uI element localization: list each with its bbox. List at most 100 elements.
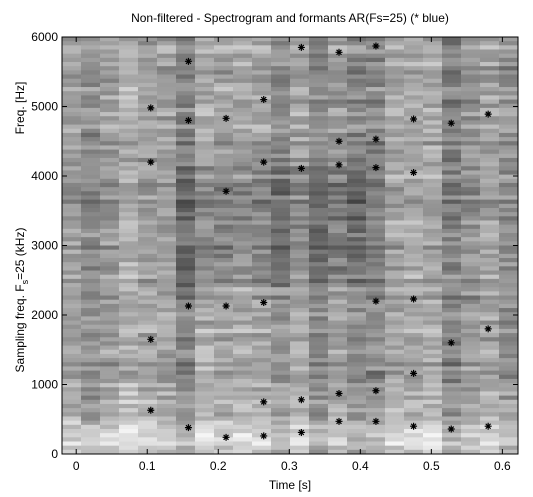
spectrogram-cell bbox=[328, 132, 348, 138]
spectrogram-cell bbox=[385, 383, 405, 388]
spectrogram-cell bbox=[423, 57, 443, 63]
spectrogram-cell bbox=[385, 66, 405, 71]
spectrogram-cell bbox=[252, 70, 272, 76]
spectrogram-cell bbox=[442, 228, 462, 234]
spectrogram-cell bbox=[176, 141, 196, 146]
spectrogram-cell bbox=[442, 187, 462, 192]
spectrogram-cell bbox=[176, 132, 196, 138]
spectrogram-cell bbox=[214, 420, 234, 426]
spectrogram-cell bbox=[176, 66, 196, 71]
spectrogram-cell bbox=[233, 353, 253, 359]
spectrogram-cell bbox=[62, 207, 82, 213]
spectrogram-cell bbox=[214, 378, 234, 384]
spectrogram-cell bbox=[214, 57, 234, 63]
spectrogram-cell bbox=[290, 220, 310, 226]
spectrogram-cell bbox=[176, 441, 196, 447]
spectrogram-cell bbox=[423, 445, 443, 451]
spectrogram-cell bbox=[347, 182, 367, 188]
spectrogram-cell bbox=[309, 433, 329, 438]
spectrogram-cell bbox=[461, 374, 481, 380]
spectrogram-cell bbox=[176, 387, 196, 392]
spectrogram-cell bbox=[290, 207, 310, 213]
spectrogram-cell bbox=[385, 249, 405, 255]
spectrogram-cell bbox=[499, 91, 519, 96]
spectrogram-cell bbox=[461, 87, 481, 92]
spectrogram-cell bbox=[62, 316, 82, 322]
spectrogram-cell bbox=[62, 387, 82, 392]
spectrogram-cell bbox=[100, 445, 120, 451]
spectrogram-cell bbox=[100, 137, 120, 142]
spectrogram-cell bbox=[119, 232, 139, 238]
spectrogram-cell bbox=[385, 253, 405, 259]
spectrogram-cell bbox=[100, 387, 120, 392]
spectrogram-cell bbox=[290, 383, 310, 388]
spectrogram-cell bbox=[176, 408, 196, 413]
spectrogram-cell bbox=[81, 116, 101, 121]
spectrogram-cell bbox=[385, 187, 405, 192]
spectrogram-cell bbox=[423, 403, 443, 409]
spectrogram-cell bbox=[328, 178, 348, 184]
spectrogram-cell bbox=[195, 228, 215, 234]
spectrogram-cell bbox=[366, 170, 386, 176]
spectrogram-cell bbox=[290, 191, 310, 196]
spectrogram-cell bbox=[366, 191, 386, 196]
spectrogram-cell bbox=[119, 374, 139, 380]
spectrogram-cell bbox=[347, 207, 367, 213]
spectrogram-cell bbox=[176, 270, 196, 276]
spectrogram-cell bbox=[214, 132, 234, 138]
spectrogram-cell bbox=[309, 212, 329, 217]
spectrogram-cell bbox=[385, 91, 405, 96]
spectrogram-cell bbox=[195, 141, 215, 146]
spectrogram-cell bbox=[328, 199, 348, 205]
spectrogram-cell bbox=[290, 53, 310, 59]
spectrogram-cell bbox=[480, 228, 500, 234]
spectrogram-cell bbox=[157, 333, 177, 338]
spectrogram-cell bbox=[290, 387, 310, 392]
spectrogram-cell bbox=[366, 424, 386, 430]
spectrogram-cell bbox=[157, 41, 177, 46]
spectrogram-cell bbox=[81, 212, 101, 217]
spectrogram-cell bbox=[62, 132, 82, 138]
spectrogram-cell bbox=[100, 207, 120, 213]
spectrogram-cell bbox=[404, 132, 424, 138]
spectrogram-cell bbox=[366, 349, 386, 355]
spectrogram-cell bbox=[62, 166, 82, 171]
spectrogram-cell bbox=[100, 341, 120, 347]
formant-marker bbox=[484, 325, 492, 333]
spectrogram-cell bbox=[81, 49, 101, 55]
spectrogram-cell bbox=[138, 162, 158, 167]
spectrogram-cell bbox=[290, 370, 310, 376]
spectrogram-cell bbox=[461, 191, 481, 196]
spectrogram-cell bbox=[404, 416, 424, 422]
spectrogram-cell bbox=[100, 195, 120, 201]
spectrogram-cell bbox=[347, 116, 367, 121]
spectrogram-cell bbox=[233, 245, 253, 251]
spectrogram-cell bbox=[442, 278, 462, 284]
spectrogram-cell bbox=[138, 107, 158, 113]
spectrogram-cell bbox=[423, 162, 443, 167]
spectrogram-cell bbox=[385, 333, 405, 338]
spectrogram-cell bbox=[62, 237, 82, 242]
spectrogram-cell bbox=[176, 220, 196, 226]
spectrogram-cell bbox=[309, 195, 329, 201]
spectrogram-cell bbox=[347, 287, 367, 292]
spectrogram-cell bbox=[461, 228, 481, 234]
spectrogram-cell bbox=[271, 237, 291, 242]
spectrogram-cell bbox=[328, 258, 348, 263]
spectrogram-cell bbox=[480, 74, 500, 80]
spectrogram-cell bbox=[157, 37, 177, 42]
spectrogram-cell bbox=[366, 103, 386, 109]
spectrogram-cell bbox=[366, 428, 386, 434]
spectrogram-cell bbox=[499, 262, 519, 267]
spectrogram-cell bbox=[442, 74, 462, 80]
spectrogram-cell bbox=[252, 370, 272, 376]
spectrogram-cell bbox=[233, 187, 253, 192]
spectrogram-cell bbox=[119, 283, 139, 288]
spectrogram-cell bbox=[404, 266, 424, 272]
spectrogram-cell bbox=[119, 207, 139, 213]
spectrogram-cell bbox=[62, 395, 82, 401]
spectrogram-cell bbox=[81, 278, 101, 284]
spectrogram-cell bbox=[309, 49, 329, 55]
spectrogram-cell bbox=[81, 262, 101, 267]
spectrogram-cell bbox=[138, 308, 158, 313]
